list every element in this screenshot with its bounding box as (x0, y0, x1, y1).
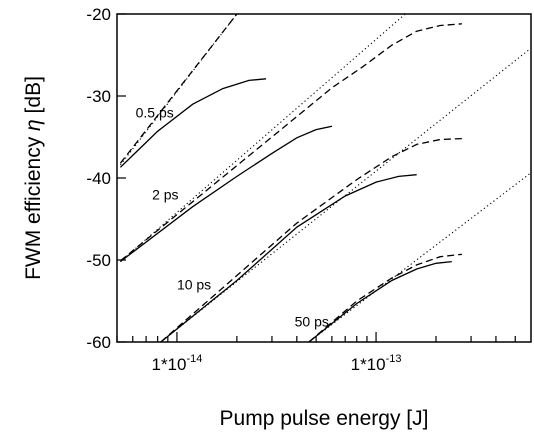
plot-frame (116, 13, 532, 343)
series-line-solid (308, 260, 452, 342)
x-axis: 1*10-14 1*10-13 (116, 332, 516, 374)
series-line-solid (119, 78, 267, 168)
y-axis: -60 -50 -40 -30 -20 (86, 5, 126, 352)
series-line-solid (120, 125, 333, 263)
series-line-dashed (119, 14, 238, 164)
y-axis-title-suffix: [dB] (22, 76, 45, 119)
series-line-dashed (160, 137, 462, 342)
x-tick-label-base: 1*10 (151, 355, 186, 374)
x-tick-label: 1*10-14 (151, 353, 202, 374)
series-layer (119, 14, 530, 342)
y-axis-title-symbol: η (22, 119, 45, 131)
y-tick-label: -20 (86, 5, 111, 24)
x-tick-label-base: 1*10 (351, 355, 386, 374)
y-tick-label: -50 (86, 251, 111, 270)
series-line-dotted (160, 48, 530, 342)
pulse-duration-label: 10 ps (177, 277, 211, 293)
y-tick-label: -40 (86, 169, 111, 188)
pulse-duration-label: 2 ps (152, 186, 178, 202)
x-tick-label-exponent: -14 (186, 353, 202, 365)
x-tick-label: 1*10-13 (351, 353, 402, 374)
series-line-solid (160, 174, 417, 342)
series-line-dashed (308, 253, 462, 342)
x-tick-label-exponent: -13 (386, 353, 402, 365)
y-tick-label: -30 (86, 87, 111, 106)
series-line-dashed (119, 23, 462, 262)
series-line-dotted (120, 14, 406, 263)
series-line-dotted (308, 173, 530, 342)
y-axis-title: FWM efficiency η [dB] (22, 76, 45, 280)
pulse-duration-label: 50 ps (295, 314, 329, 330)
x-axis-title: Pump pulse energy [J] (220, 407, 429, 430)
y-tick-label: -60 (86, 333, 111, 352)
annotation-layer: 0.5 ps 2 ps 10 ps 50 ps (136, 104, 329, 329)
y-axis-title-prefix: FWM efficiency (22, 131, 45, 280)
pulse-duration-label: 0.5 ps (136, 104, 174, 120)
